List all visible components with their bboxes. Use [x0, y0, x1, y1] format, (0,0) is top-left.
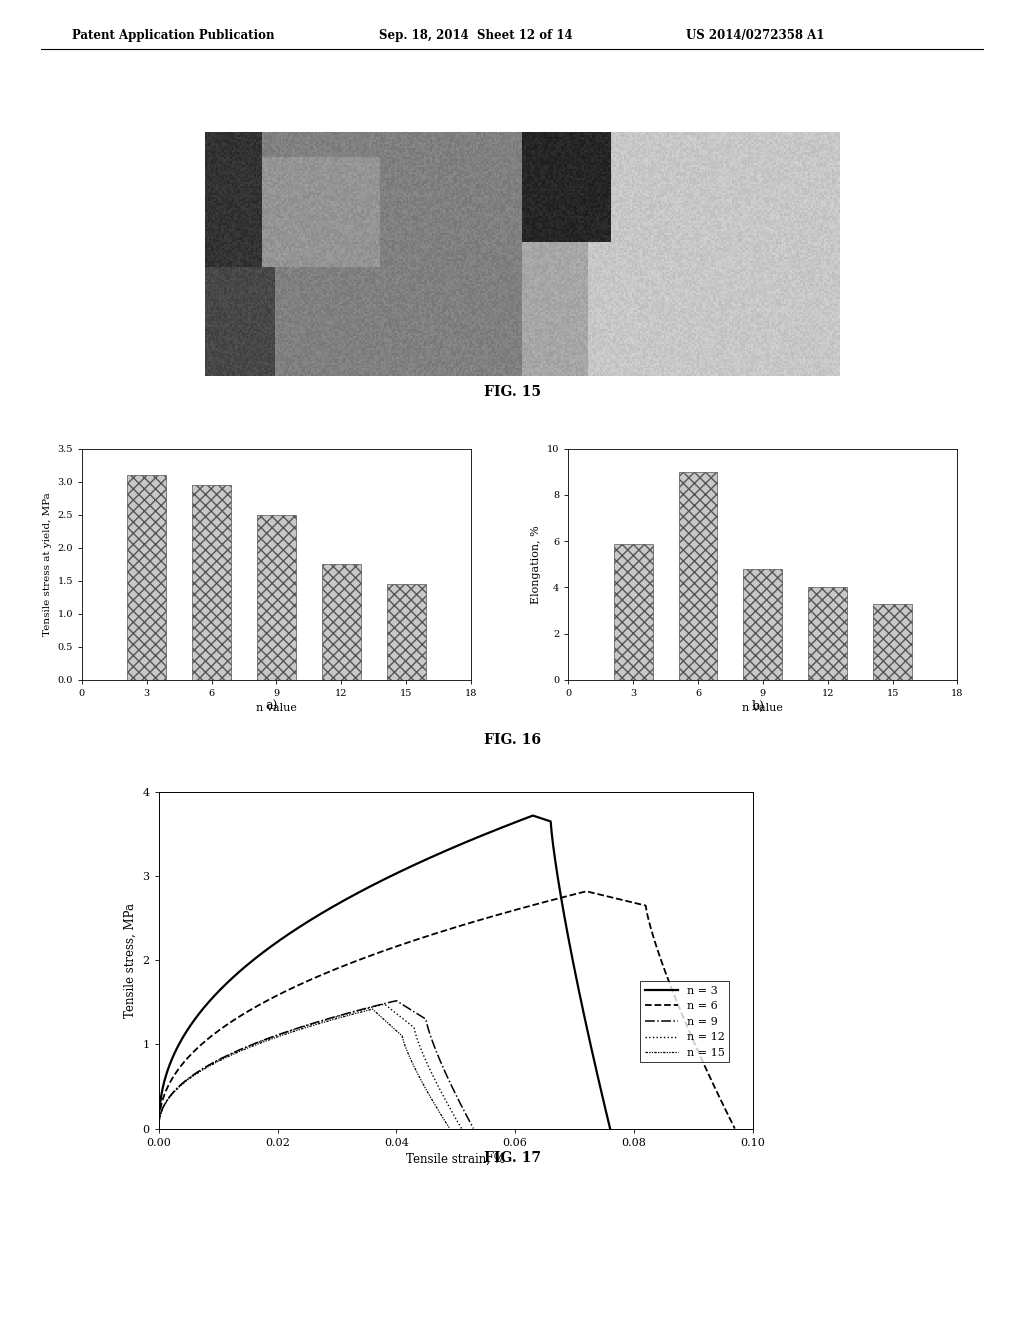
Line: n = 15: n = 15: [159, 1008, 450, 1129]
Text: a): a): [265, 700, 278, 713]
n = 15: [418, 1078, 430, 1094]
Legend: n = 3, n = 6, n = 9, n = 12, n = 15: n = 3, n = 6, n = 9, n = 12, n = 15: [640, 981, 729, 1063]
Bar: [743, 569, 782, 680]
Text: Patent Application Publication: Patent Application Publication: [72, 29, 274, 42]
Text: b): b): [752, 700, 764, 713]
Text: FIG. 16: FIG. 16: [483, 733, 541, 747]
n = 9: [443, 1073, 456, 1089]
n = 3: [250, 950, 262, 966]
n = 12: [290, 1020, 302, 1036]
Bar: [808, 587, 847, 680]
n = 3: [406, 858, 418, 874]
Bar: [613, 544, 652, 680]
n = 9: [307, 1015, 319, 1031]
n = 15: [312, 1015, 325, 1031]
Bar: [127, 475, 166, 680]
n = 6: [153, 1121, 165, 1137]
Text: FIG. 15: FIG. 15: [483, 385, 541, 400]
n = 3: [457, 836, 469, 851]
n = 9: [390, 993, 402, 1008]
n = 9: [467, 1121, 479, 1137]
n = 6: [157, 1090, 169, 1106]
n = 15: [206, 1057, 218, 1073]
n = 6: [265, 990, 278, 1006]
n = 6: [168, 1068, 180, 1084]
n = 9: [172, 1080, 184, 1096]
n = 12: [262, 1031, 274, 1047]
Bar: [322, 565, 360, 680]
n = 9: [462, 1110, 474, 1126]
n = 15: [443, 1121, 456, 1137]
n = 12: [153, 1121, 165, 1137]
n = 3: [315, 906, 328, 921]
n = 6: [729, 1121, 741, 1137]
n = 3: [604, 1121, 616, 1137]
X-axis label: Tensile strain, %: Tensile strain, %: [407, 1154, 505, 1166]
n = 15: [247, 1038, 259, 1053]
Y-axis label: Tensile stress, MPa: Tensile stress, MPa: [124, 903, 137, 1018]
X-axis label: n value: n value: [742, 704, 783, 713]
n = 6: [581, 883, 593, 899]
Y-axis label: Elongation, %: Elongation, %: [531, 525, 542, 603]
Line: n = 12: n = 12: [159, 1005, 462, 1129]
Line: n = 3: n = 3: [159, 816, 610, 1129]
X-axis label: n value: n value: [256, 704, 297, 713]
n = 3: [153, 1121, 165, 1137]
n = 6: [698, 1057, 711, 1073]
n = 9: [153, 1121, 165, 1137]
n = 3: [161, 1064, 173, 1080]
n = 6: [347, 954, 359, 970]
n = 15: [427, 1094, 439, 1110]
Bar: [387, 583, 426, 680]
Line: n = 9: n = 9: [159, 1001, 473, 1129]
n = 3: [526, 808, 539, 824]
Text: FIG. 17: FIG. 17: [483, 1151, 541, 1166]
n = 3: [546, 830, 558, 846]
Line: n = 6: n = 6: [159, 891, 735, 1129]
Text: US 2014/0272358 A1: US 2014/0272358 A1: [686, 29, 824, 42]
Bar: [873, 603, 912, 680]
n = 12: [342, 1006, 354, 1022]
n = 12: [261, 1031, 273, 1047]
n = 12: [378, 997, 390, 1012]
n = 15: [153, 1121, 165, 1137]
Bar: [193, 486, 231, 680]
n = 15: [367, 1001, 379, 1016]
n = 9: [257, 1032, 269, 1048]
Bar: [679, 473, 718, 680]
Y-axis label: Tensile stress at yield, MPa: Tensile stress at yield, MPa: [43, 492, 52, 636]
n = 6: [387, 940, 399, 956]
n = 15: [429, 1098, 441, 1114]
Text: Sep. 18, 2014  Sheet 12 of 14: Sep. 18, 2014 Sheet 12 of 14: [379, 29, 572, 42]
n = 12: [201, 1059, 213, 1074]
n = 9: [301, 1018, 313, 1034]
n = 12: [167, 1084, 179, 1100]
Bar: [257, 515, 296, 680]
n = 12: [456, 1121, 468, 1137]
